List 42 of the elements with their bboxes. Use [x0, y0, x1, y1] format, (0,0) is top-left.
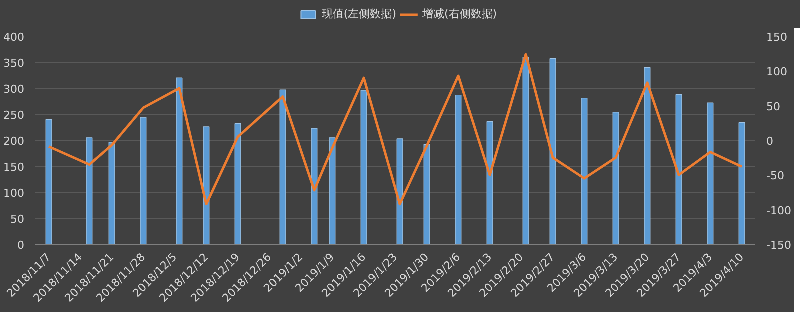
bar: [676, 94, 682, 244]
bar: [550, 58, 556, 244]
bar: [396, 138, 404, 244]
y-tick-label: 300: [4, 83, 25, 96]
bar: [234, 124, 242, 244]
line-series: [48, 53, 744, 206]
bar: [738, 122, 746, 244]
y2-tick-label: -150: [766, 239, 792, 252]
y-tick-label: 400: [4, 31, 25, 44]
bar: [140, 117, 147, 244]
y2-tick-label: 0: [766, 135, 774, 148]
bar: [612, 112, 620, 244]
bar: [486, 121, 494, 244]
y2-tick-label: 100: [766, 66, 788, 79]
bar: [203, 126, 210, 244]
y-tick-label: 50: [10, 213, 25, 226]
y-tick-label: 250: [4, 109, 25, 122]
bar: [707, 102, 714, 244]
y-tick-label: 200: [4, 135, 25, 148]
bar: [644, 67, 651, 244]
y-tick-label: 0: [18, 239, 24, 252]
y-tick-label: 100: [4, 187, 25, 200]
bar: [360, 90, 368, 244]
y-tick-label: 350: [4, 57, 25, 70]
y2-tick-label: -100: [766, 204, 792, 218]
y-tick-label: 150: [4, 161, 25, 174]
bar: [108, 142, 116, 244]
bar: [581, 98, 588, 244]
bar: [455, 94, 462, 244]
bar: [280, 90, 286, 244]
bar: [86, 138, 93, 244]
bar: [311, 128, 318, 244]
y2-tick-label: 50: [766, 100, 780, 114]
y2-tick-label: 150: [766, 31, 788, 44]
bar: [522, 57, 530, 244]
legend-label: 现值(左侧数据): [322, 6, 396, 22]
legend-label: 增减(右侧数据): [422, 6, 498, 22]
bar: [46, 119, 52, 244]
bar: [176, 78, 183, 244]
y2-tick-label: -50: [766, 170, 784, 183]
bar: [424, 144, 430, 244]
bar: [329, 138, 336, 244]
